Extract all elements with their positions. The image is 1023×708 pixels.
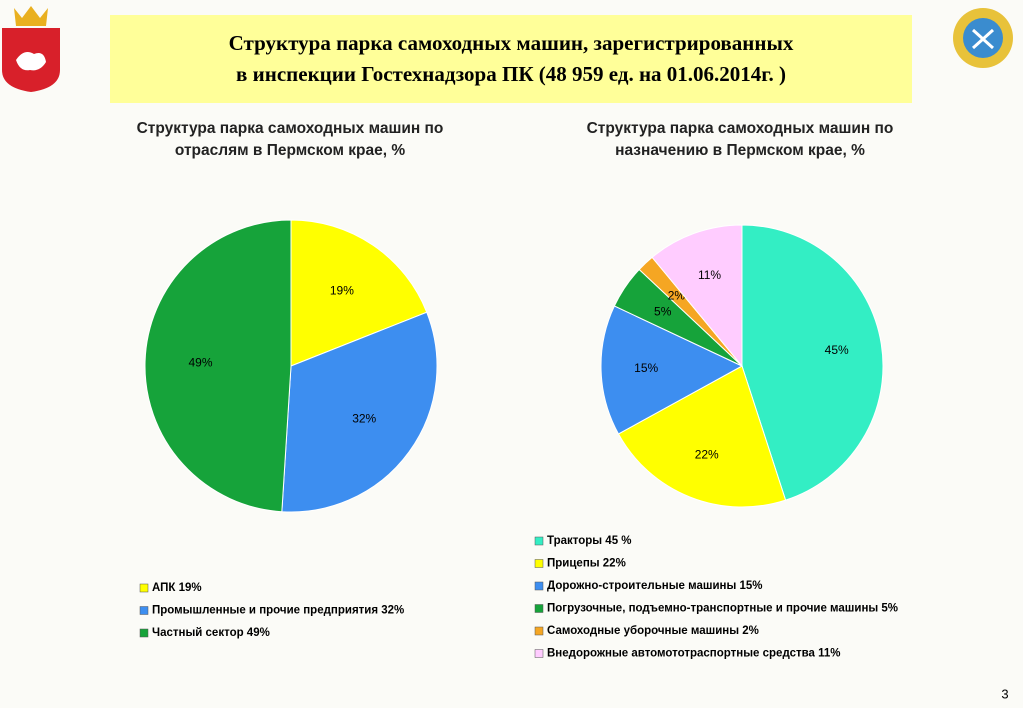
value-label: 19%	[330, 283, 354, 297]
legend-swatch	[534, 536, 544, 546]
pie-slice	[290, 219, 428, 367]
legend-label: Частный сектор 49%	[152, 627, 270, 639]
page-number: 3	[1001, 686, 1008, 701]
value-label: 5%	[654, 304, 672, 318]
pie-slice	[617, 365, 787, 508]
value-label: 22%	[695, 447, 719, 461]
legend-swatch	[534, 626, 544, 636]
pie-slice	[741, 224, 884, 501]
legend-swatch	[139, 583, 149, 593]
legend-swatch	[139, 606, 149, 615]
pie-slice	[600, 305, 744, 435]
legend-label: Погрузочные, подъемно-транспортные и про…	[547, 603, 898, 615]
pie-slice	[144, 219, 292, 513]
legend-swatch	[139, 628, 149, 638]
pie-slice	[281, 311, 438, 513]
header-title: в инспекции Гостехнадзора ПК (48 959 ед.…	[236, 62, 786, 86]
legend-swatch	[534, 604, 544, 613]
legend-label: АПК 19%	[152, 582, 202, 594]
legend-label: Прицепы 22%	[547, 558, 626, 570]
legend-swatch	[534, 581, 544, 591]
chart-title: отраслям в Пермском крае, %	[175, 142, 405, 159]
legend-swatch	[534, 559, 544, 568]
value-label: 15%	[634, 361, 658, 375]
legend-label: Самоходные уборочные машины 2%	[547, 625, 759, 637]
pie-slice	[651, 224, 743, 368]
value-label: 49%	[189, 355, 213, 369]
legend-label: Дорожно-строительные машины 15%	[547, 580, 763, 592]
left-emblem	[2, 6, 60, 92]
header-title: Структура парка самоходных машин, зареги…	[229, 31, 794, 55]
legend-label: Промышленные и прочие предприятия 32%	[152, 605, 404, 617]
chart-title: назначению в Пермском крае, %	[615, 142, 865, 159]
chart-title: Структура парка самоходных машин по	[137, 120, 444, 137]
legend-label: Тракторы 45 %	[547, 535, 632, 547]
header-box	[110, 15, 912, 103]
value-label: 32%	[352, 411, 376, 425]
legend-label: Внедорожные автомототраспортные средства…	[547, 648, 841, 660]
legend-swatch	[534, 649, 544, 658]
chart-title: Структура парка самоходных машин по	[587, 120, 894, 137]
value-label: 11%	[698, 268, 721, 282]
right-emblem	[953, 8, 1013, 68]
value-label: 45%	[825, 343, 849, 357]
